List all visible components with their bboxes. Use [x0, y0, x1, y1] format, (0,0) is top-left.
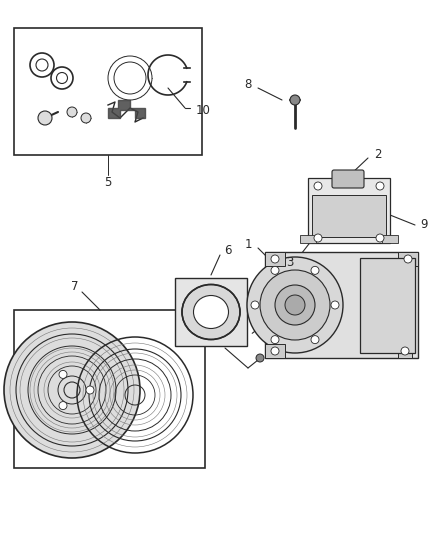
Text: 2: 2: [374, 148, 381, 160]
Text: 1: 1: [244, 238, 252, 251]
Circle shape: [271, 336, 279, 344]
Circle shape: [311, 266, 319, 274]
Circle shape: [114, 62, 146, 94]
Bar: [175, 278, 247, 346]
Circle shape: [256, 354, 264, 362]
Text: 8: 8: [245, 78, 252, 92]
Circle shape: [271, 266, 279, 274]
Circle shape: [59, 370, 67, 378]
Circle shape: [36, 59, 48, 71]
Bar: [14, 310, 205, 468]
Circle shape: [331, 301, 339, 309]
Circle shape: [401, 347, 409, 355]
Circle shape: [4, 322, 140, 458]
Bar: [398, 252, 418, 266]
Circle shape: [311, 336, 319, 344]
Bar: [312, 195, 386, 237]
Circle shape: [30, 53, 54, 77]
Ellipse shape: [194, 295, 229, 328]
Circle shape: [290, 95, 300, 105]
Bar: [360, 258, 415, 353]
Circle shape: [57, 72, 67, 84]
Bar: [265, 252, 285, 266]
Circle shape: [251, 301, 259, 309]
Bar: [308, 178, 390, 243]
Circle shape: [285, 295, 305, 315]
Circle shape: [86, 386, 94, 394]
Bar: [382, 235, 398, 243]
Text: 3: 3: [286, 255, 294, 269]
Circle shape: [275, 285, 315, 325]
Polygon shape: [108, 100, 145, 118]
Text: 9: 9: [420, 219, 427, 231]
Text: 7: 7: [71, 279, 78, 293]
Bar: [265, 344, 285, 358]
Text: 5: 5: [104, 176, 112, 190]
Circle shape: [51, 67, 73, 89]
Circle shape: [314, 234, 322, 242]
Circle shape: [260, 270, 330, 340]
FancyBboxPatch shape: [332, 170, 364, 188]
Bar: [265, 252, 418, 358]
Circle shape: [271, 347, 279, 355]
Circle shape: [247, 257, 343, 353]
Circle shape: [81, 113, 91, 123]
Circle shape: [108, 56, 152, 100]
Circle shape: [404, 255, 412, 263]
Circle shape: [38, 111, 52, 125]
Circle shape: [271, 255, 279, 263]
Bar: [300, 235, 316, 243]
Bar: [398, 344, 412, 358]
Text: 10: 10: [196, 103, 211, 117]
Circle shape: [376, 182, 384, 190]
Text: 6: 6: [224, 244, 232, 256]
Ellipse shape: [182, 285, 240, 340]
Circle shape: [59, 401, 67, 409]
Bar: [14, 28, 202, 155]
Circle shape: [376, 234, 384, 242]
Circle shape: [314, 182, 322, 190]
Circle shape: [67, 107, 77, 117]
